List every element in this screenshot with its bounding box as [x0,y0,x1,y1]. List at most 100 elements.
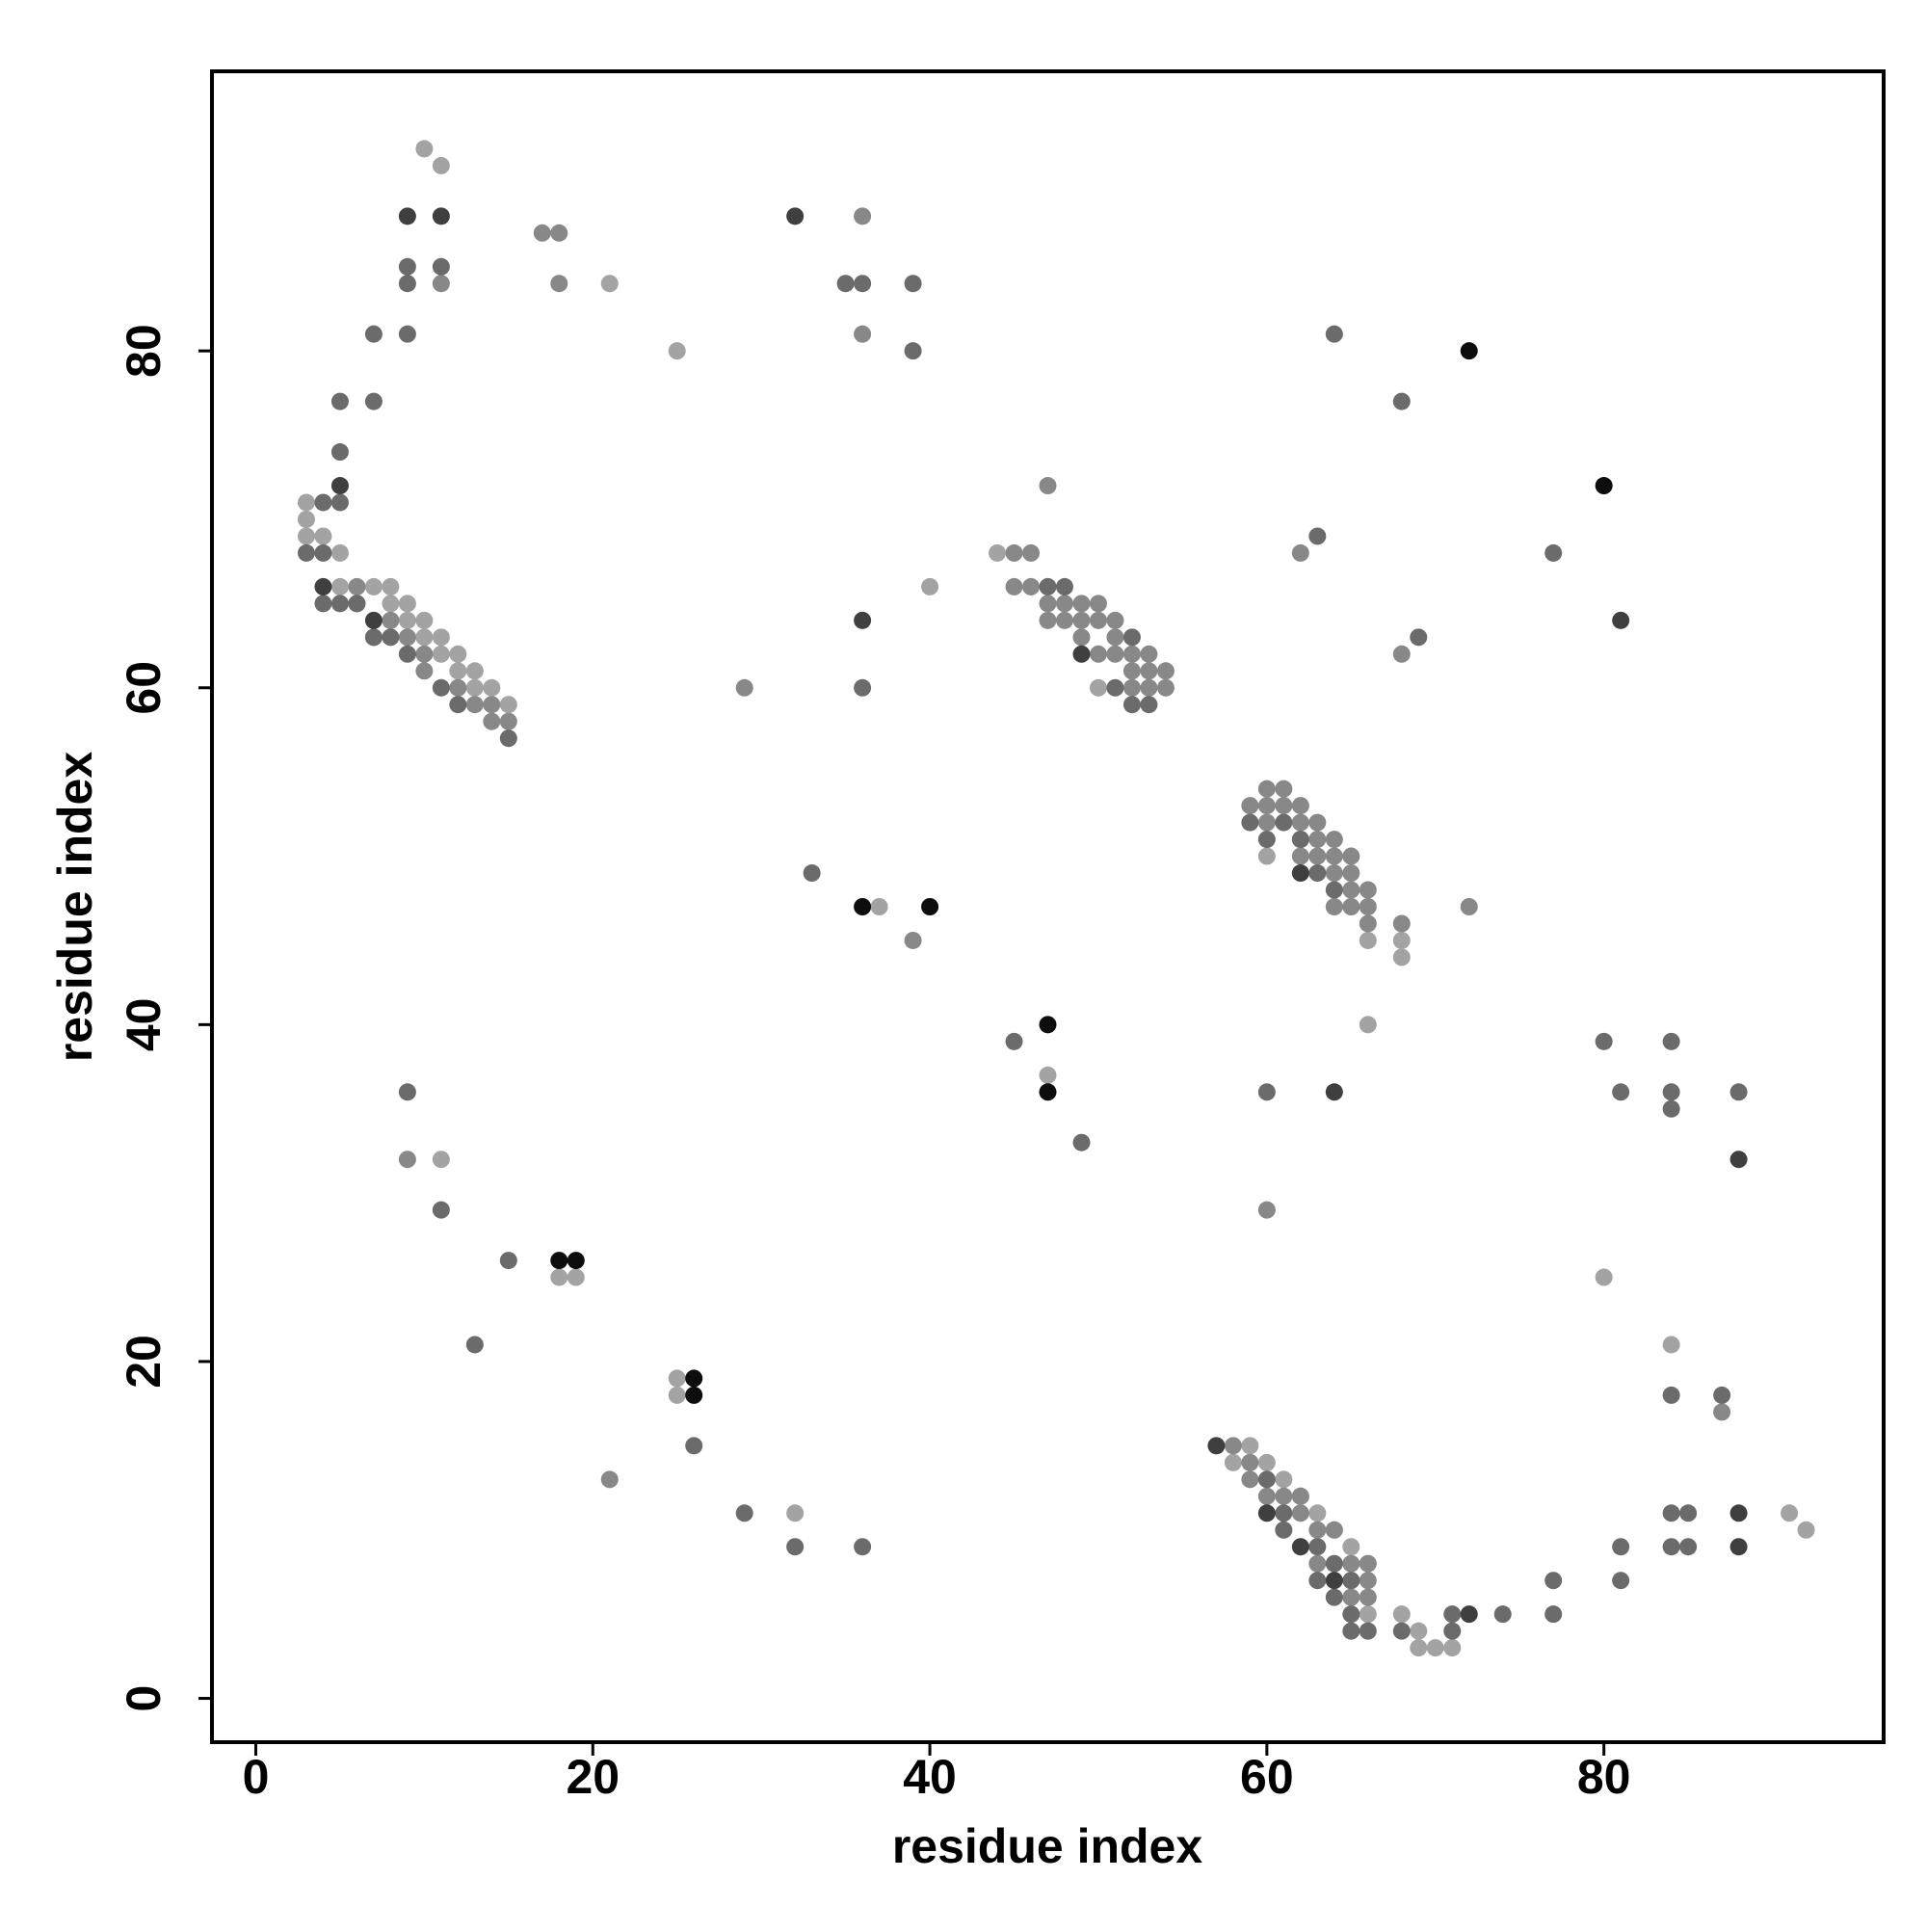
point [1325,831,1343,849]
point [1275,780,1293,798]
point [330,392,349,410]
point [1342,881,1360,899]
point [1291,847,1309,865]
point [1224,1453,1242,1471]
point [1122,645,1141,663]
point [1662,1538,1680,1556]
point [1072,611,1091,629]
point [314,493,332,512]
point [1662,1099,1680,1118]
point [1797,1521,1815,1539]
point [364,577,383,595]
point [398,275,416,293]
point [1207,1437,1226,1455]
point [432,1201,450,1219]
point [1122,678,1141,697]
point [348,595,366,613]
point [1241,1453,1259,1471]
point [449,645,467,663]
point [1443,1605,1462,1624]
point [465,1336,484,1354]
point [1291,543,1309,562]
point [382,628,400,647]
point [1325,1521,1343,1539]
point [382,577,400,595]
point [330,477,349,495]
point [382,611,400,629]
point [1410,628,1428,647]
point [330,577,349,595]
point [904,275,922,293]
point [870,898,888,915]
point [1392,392,1411,410]
point [668,1369,686,1388]
point [1241,1470,1259,1489]
point [432,257,450,276]
point [1426,1639,1444,1657]
point [432,275,450,293]
point [398,595,416,613]
point [1359,931,1377,949]
point [1039,611,1057,629]
point [685,1386,703,1404]
point [1291,813,1309,832]
point [1662,1083,1680,1101]
point [1257,1504,1276,1522]
point [1325,881,1343,899]
point [1275,1504,1293,1522]
point [904,342,922,360]
point [1308,1521,1327,1539]
point [1275,1470,1293,1489]
point [398,645,416,663]
point [1729,1083,1748,1101]
point [1275,1487,1293,1505]
point [1359,1572,1377,1590]
point [1359,898,1377,915]
point [1275,1521,1293,1539]
point [1342,864,1360,883]
point [398,1083,416,1101]
point [1679,1504,1698,1522]
point [1325,325,1343,343]
point [1106,628,1124,647]
point [1359,1554,1377,1573]
point [398,207,416,225]
point [1308,831,1327,849]
point [1089,595,1107,613]
point [600,275,619,293]
point [432,645,450,663]
point [1342,1538,1360,1556]
point [1460,342,1478,360]
point [533,224,551,242]
point [786,1538,805,1556]
point [1325,1554,1343,1573]
point [465,696,484,714]
point [854,275,872,293]
y-tick-label: 40 [117,998,171,1052]
point [1325,1588,1343,1606]
point [1443,1622,1462,1640]
point [1257,1453,1276,1471]
point [449,662,467,680]
point [1106,645,1124,663]
point [1257,1201,1276,1219]
point [1342,1622,1360,1640]
point [1729,1504,1748,1522]
point [1291,831,1309,849]
point [1662,1032,1680,1050]
plot-frame [210,69,1886,1744]
point [1612,1572,1630,1590]
point [1392,1622,1411,1640]
point [1005,577,1023,595]
point [1325,847,1343,865]
point [1410,1639,1428,1657]
point [1140,696,1158,714]
point [1325,864,1343,883]
point [1291,1538,1309,1556]
point [567,1268,585,1286]
point [1392,645,1411,663]
point [398,628,416,647]
point [449,696,467,714]
